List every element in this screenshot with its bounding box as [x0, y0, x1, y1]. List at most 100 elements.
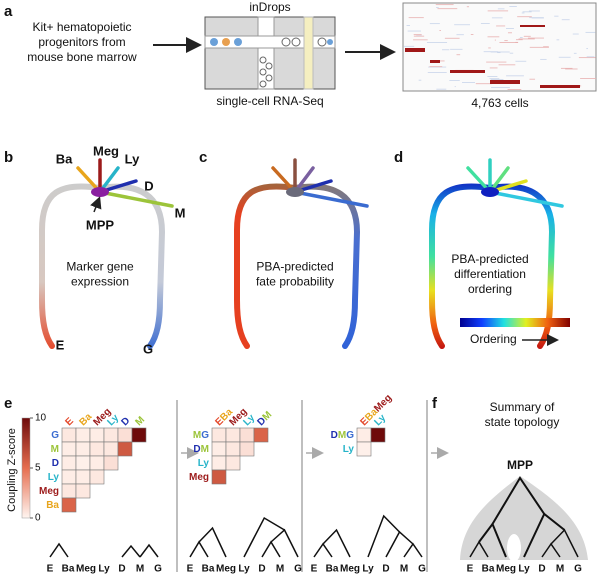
- dendrogram-branch: [403, 542, 423, 558]
- heatmap-texture: [438, 60, 445, 62]
- column-label: DM: [255, 409, 274, 428]
- heatmap-cell: [225, 455, 241, 471]
- heatmap-texture: [480, 23, 490, 24]
- heatmap-texture: [496, 25, 506, 27]
- heatmap-texture: [429, 23, 440, 25]
- method-title: inDrops: [249, 0, 290, 14]
- colorbar-tick-label: 0: [35, 513, 41, 524]
- heatmap-texture: [430, 60, 440, 63]
- dendrogram-branch: [198, 526, 227, 558]
- dendrogram-branch: [367, 514, 401, 558]
- separators: [176, 400, 449, 572]
- row-label: D: [52, 458, 59, 469]
- label-part: D: [52, 458, 59, 469]
- dendrogram-branch: [261, 540, 281, 558]
- row-label: MG: [193, 430, 209, 441]
- heatmap-cell: [61, 497, 77, 513]
- embedding-left: [429, 183, 493, 349]
- label-part: Meg: [189, 472, 209, 483]
- heatmap-texture: [408, 17, 424, 19]
- heatmap-cell: [211, 427, 227, 443]
- lineage-label: G: [143, 341, 153, 356]
- heatmap-texture: [520, 25, 545, 27]
- heatmap-cell: [75, 427, 91, 443]
- heatmap-texture: [515, 60, 527, 62]
- dendrogram-branch: [121, 544, 141, 558]
- heatmap-texture: [540, 58, 547, 60]
- indrops-schematic: [204, 16, 336, 90]
- leaf-label: M: [556, 564, 564, 575]
- leaf-label: E: [187, 564, 194, 575]
- column-label: E: [63, 415, 76, 428]
- leaf-label: Ba: [482, 564, 495, 575]
- heatmap-texture: [543, 46, 549, 48]
- dendrogram-branch: [270, 528, 299, 558]
- heatmap-texture: [506, 75, 524, 77]
- leaf-label: G: [294, 564, 302, 575]
- label-part: M: [133, 414, 147, 428]
- ordering-colorbar: [460, 318, 570, 327]
- leaf-label: D: [382, 564, 389, 575]
- heatmap-texture: [436, 88, 447, 90]
- dendrogram-branch: [243, 516, 285, 558]
- label-part: E: [63, 415, 76, 428]
- heatmap-texture: [407, 30, 421, 32]
- heatmap-cell: [75, 469, 91, 485]
- label-part: Ba: [46, 500, 59, 511]
- embedding-center: [481, 187, 499, 197]
- heatmap-texture: [560, 67, 573, 69]
- heatmap-texture: [406, 25, 410, 26]
- leaf-label: Meg: [496, 564, 516, 575]
- root-label: MPP: [507, 458, 533, 472]
- heatmap-texture: [556, 39, 560, 41]
- leaf-label: Ly: [362, 564, 374, 575]
- ordering-label: Ordering: [470, 332, 517, 346]
- leaf-label: Meg: [76, 564, 96, 575]
- heatmap-cell: [239, 441, 255, 457]
- leaf-label: D: [258, 564, 265, 575]
- heatmap-cell: [117, 427, 133, 443]
- label-part: Ly: [198, 458, 210, 469]
- heatmap-texture: [491, 17, 503, 19]
- embedding-branch: [293, 190, 369, 208]
- label-part: G: [346, 430, 354, 441]
- heatmap-texture: [554, 15, 559, 17]
- heatmap-texture: [519, 37, 523, 38]
- label-part: D: [331, 430, 338, 441]
- heatmap-texture: [586, 56, 595, 58]
- embedding-left: [39, 183, 103, 349]
- heatmap-cell: [253, 427, 269, 443]
- leaf-label: E: [47, 564, 54, 575]
- heatmap-texture: [523, 35, 531, 37]
- heatmap-texture: [573, 52, 577, 54]
- heatmap-texture: [405, 48, 425, 52]
- label-part: Meg: [372, 392, 394, 414]
- leaf-label: Meg: [340, 564, 360, 575]
- heatmap-texture: [442, 49, 450, 51]
- heatmap-texture: [488, 47, 491, 49]
- embedding-center: [286, 187, 304, 197]
- label-part: Ly: [343, 444, 355, 455]
- topology-gap: [507, 534, 521, 562]
- heatmap-texture: [437, 8, 458, 10]
- heatmap-texture: [413, 34, 422, 36]
- caption: Marker gene: [66, 260, 134, 274]
- heatmap-texture: [490, 51, 510, 53]
- column-label: D: [119, 415, 132, 428]
- heatmap-texture: [487, 36, 500, 38]
- heatmap-texture: [454, 86, 456, 88]
- heatmap-cell: [103, 455, 119, 471]
- heatmap-texture: [449, 80, 460, 81]
- embedding-right: [292, 183, 361, 349]
- source-text: progenitors from: [38, 35, 125, 49]
- heatmap-cell: [89, 427, 105, 443]
- row-label: Ly: [343, 444, 355, 455]
- heatmap-texture: [435, 4, 454, 6]
- colorbar-tick-label: 5: [35, 463, 41, 474]
- expression-heatmap: [402, 2, 597, 92]
- heatmap-texture: [561, 19, 570, 21]
- label-part: G: [201, 430, 209, 441]
- leaf-label: G: [574, 564, 582, 575]
- panel-letter: a: [4, 3, 13, 20]
- heatmap-texture: [498, 64, 516, 66]
